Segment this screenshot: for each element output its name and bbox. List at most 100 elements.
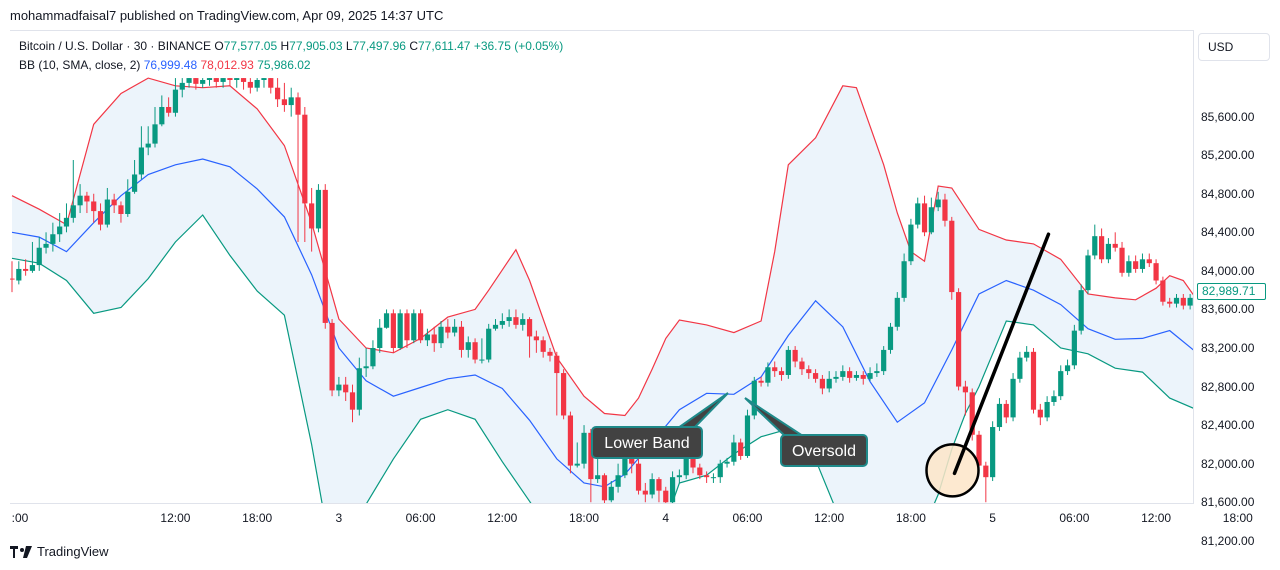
indicator-legend[interactable]: BB (10, SMA, close, 2) 76,999.48 78,012.…: [19, 58, 311, 72]
time-tick-label: 12:00: [160, 511, 191, 525]
candle-up: [125, 191, 131, 214]
candle-up: [261, 78, 267, 80]
brand-name: TradingView: [37, 544, 109, 559]
candle-down: [97, 211, 104, 225]
candle-up: [765, 367, 771, 383]
price-tick-label: 82,000.00: [1201, 456, 1255, 471]
candle-down: [322, 189, 328, 323]
time-tick-label: 12:00: [814, 511, 845, 525]
candle-down: [704, 475, 710, 478]
time-scale-border: [10, 503, 1194, 504]
candle-up: [397, 313, 403, 348]
open-value: 77,577.05: [223, 39, 278, 53]
price-tick-label: 84,800.00: [1201, 186, 1255, 201]
candle-up: [908, 224, 914, 262]
candle-down: [10, 278, 15, 280]
candle-up: [574, 463, 580, 466]
candle-up: [669, 477, 676, 503]
price-tick-label: 82,400.00: [1201, 418, 1255, 433]
candle-down: [738, 442, 744, 456]
candle-up: [220, 78, 226, 82]
candle-up: [894, 297, 900, 327]
price-tick-label: 83,600.00: [1201, 302, 1255, 317]
bb-upper-value: 78,012.93: [200, 58, 254, 72]
candle-down: [663, 490, 669, 503]
candle-down: [118, 205, 124, 214]
candle-up: [1139, 259, 1146, 269]
tradingview-brand[interactable]: TradingView: [10, 544, 109, 559]
candle-up: [63, 217, 70, 227]
candle-down: [309, 203, 315, 229]
candle-up: [990, 427, 996, 478]
candle-up: [77, 195, 83, 206]
candle-up: [833, 376, 839, 379]
candle-up: [363, 366, 369, 369]
indicator-title: BB (10, SMA, close, 2): [19, 58, 141, 72]
candle-up: [315, 189, 322, 229]
candle-up: [254, 80, 260, 88]
candle-up: [1092, 236, 1098, 256]
last-price-label: 82,989.71: [1197, 283, 1266, 300]
candle-down: [91, 201, 97, 212]
candle-up: [676, 475, 682, 478]
candle-up: [595, 475, 601, 480]
candle-down: [302, 114, 308, 204]
candle-up: [370, 347, 376, 367]
candle-up: [881, 349, 887, 372]
change-value: +36.75 (+0.05%): [473, 39, 564, 53]
candle-down: [969, 392, 975, 435]
candle-up: [867, 373, 873, 379]
candle-down: [111, 199, 117, 206]
candle-up: [43, 243, 49, 248]
candle-up: [1064, 365, 1071, 372]
candle-down: [1003, 403, 1009, 418]
candle-up: [452, 326, 458, 333]
candle-down: [472, 342, 478, 360]
symbol-legend: Bitcoin / U.S. Dollar · 30 · BINANCE O77…: [19, 39, 563, 53]
candle-up: [724, 461, 730, 464]
candle-down: [1256, 331, 1261, 358]
candle-up: [785, 349, 791, 375]
candle-up: [901, 261, 907, 298]
close-key: C: [409, 39, 418, 53]
low-value: 77,497.96: [352, 39, 406, 53]
bb-basis-value: 76,999.48: [143, 58, 198, 72]
candle-up: [717, 463, 723, 478]
candle-down: [1133, 261, 1139, 269]
candle-up: [1078, 290, 1084, 331]
open-key: O: [214, 39, 224, 53]
candle-up: [887, 326, 894, 350]
candle-down: [792, 349, 798, 362]
candle-up: [499, 321, 505, 325]
candle-down: [799, 361, 805, 370]
candle-up: [1071, 330, 1077, 366]
low-key: L: [345, 39, 353, 53]
candle-down: [1269, 369, 1274, 381]
candle-up: [172, 89, 179, 113]
candle-down: [540, 340, 546, 352]
time-tick-label: 06:00: [405, 511, 436, 525]
candle-down: [601, 475, 608, 501]
candle-down: [1262, 358, 1267, 370]
price-scale-border: [1193, 30, 1194, 504]
candle-down: [758, 380, 764, 383]
candle-down: [1167, 301, 1173, 304]
candle-up: [506, 317, 512, 321]
time-tick-label: 06:00: [732, 511, 763, 525]
candle-up: [179, 82, 185, 90]
candle-down: [921, 203, 928, 233]
candle-down: [554, 355, 560, 374]
time-tick-label: 3: [335, 511, 343, 525]
candle-down: [642, 490, 648, 495]
candle-down: [819, 378, 825, 389]
candle-down: [526, 319, 533, 337]
candle-down: [533, 336, 539, 341]
chart-frame: [10, 30, 1193, 504]
candle-down: [1180, 297, 1186, 306]
candle-up: [1051, 396, 1057, 402]
currency-button[interactable]: USD: [1198, 33, 1270, 61]
candle-up: [935, 199, 941, 208]
candle-down: [193, 78, 199, 84]
candle-up: [356, 368, 362, 410]
